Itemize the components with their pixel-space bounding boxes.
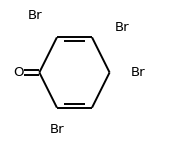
- Text: Br: Br: [115, 21, 130, 34]
- Text: Br: Br: [28, 9, 43, 22]
- Text: Br: Br: [131, 66, 145, 79]
- Text: Br: Br: [50, 123, 64, 136]
- Text: O: O: [13, 66, 24, 79]
